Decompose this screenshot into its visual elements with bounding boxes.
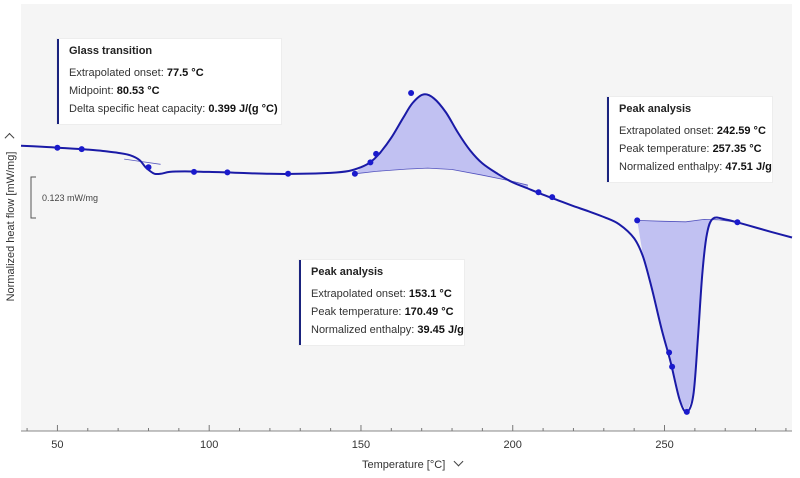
- annotation-row: Extrapolated onset: 77.5 °C: [69, 67, 204, 79]
- data-marker[interactable]: [669, 363, 676, 370]
- data-marker[interactable]: [367, 159, 374, 166]
- data-marker[interactable]: [535, 189, 542, 196]
- data-marker[interactable]: [683, 408, 690, 415]
- x-axis-title[interactable]: Temperature [°C]: [362, 456, 464, 471]
- baseline-2: [637, 218, 738, 223]
- data-marker[interactable]: [78, 146, 85, 153]
- data-marker[interactable]: [373, 150, 380, 157]
- data-marker[interactable]: [666, 349, 673, 356]
- annotation-title: Glass transition: [69, 45, 153, 57]
- data-marker[interactable]: [54, 144, 61, 151]
- annotation-row: Peak temperature: 257.35 °C: [619, 143, 762, 155]
- peak-fill-2: [637, 218, 738, 412]
- data-marker[interactable]: [224, 169, 231, 176]
- chevron-down-icon[interactable]: [4, 133, 15, 144]
- x-tick-label: 150: [352, 439, 370, 451]
- data-marker[interactable]: [734, 219, 741, 226]
- data-marker[interactable]: [145, 164, 152, 171]
- annotation-row: Normalized enthalpy: 39.45 J/g: [311, 324, 464, 336]
- data-marker[interactable]: [634, 217, 641, 224]
- annotation-title: Peak analysis: [311, 266, 384, 278]
- annotation-row: Midpoint: 80.53 °C: [69, 85, 160, 97]
- data-marker[interactable]: [351, 170, 358, 177]
- data-markers: [54, 90, 741, 415]
- y-axis-title[interactable]: Normalized heat flow [mW/mg]: [4, 133, 17, 302]
- annotation-row: Normalized enthalpy: 47.51 J/g: [619, 161, 772, 173]
- peak-analysis-annotation-2: Peak analysis Extrapolated onset: 242.59…: [607, 97, 772, 182]
- annotation-title: Peak analysis: [619, 103, 692, 115]
- y-axis-label: Normalized heat flow [mW/mg]: [5, 151, 17, 302]
- scale-bar: 0.123 mW/mg: [30, 176, 98, 219]
- x-tick-label: 250: [655, 439, 673, 451]
- peak-analysis-annotation-1: Peak analysis Extrapolated onset: 153.1 …: [299, 260, 464, 345]
- glass-transition-annotation: Glass transition Extrapolated onset: 77.…: [57, 39, 281, 124]
- annotation-row: Extrapolated onset: 242.59 °C: [619, 125, 766, 137]
- annotation-row: Delta specific heat capacity: 0.399 J/(g…: [69, 103, 278, 115]
- x-tick-label: 200: [504, 439, 522, 451]
- data-marker[interactable]: [191, 168, 197, 175]
- x-tick-label: 100: [200, 439, 218, 451]
- chevron-down-icon[interactable]: [453, 456, 464, 467]
- scale-bar-label: 0.123 mW/mg: [42, 193, 98, 203]
- x-axis-label: Temperature [°C]: [362, 459, 446, 471]
- data-marker[interactable]: [408, 90, 415, 96]
- annotation-row: Peak temperature: 170.49 °C: [311, 306, 454, 318]
- x-axis-ticks: 50 100 150 200 250: [26, 425, 787, 451]
- data-marker[interactable]: [549, 194, 556, 201]
- annotation-row: Extrapolated onset: 153.1 °C: [311, 288, 452, 300]
- data-marker[interactable]: [285, 170, 292, 177]
- x-tick-label: 50: [51, 439, 63, 451]
